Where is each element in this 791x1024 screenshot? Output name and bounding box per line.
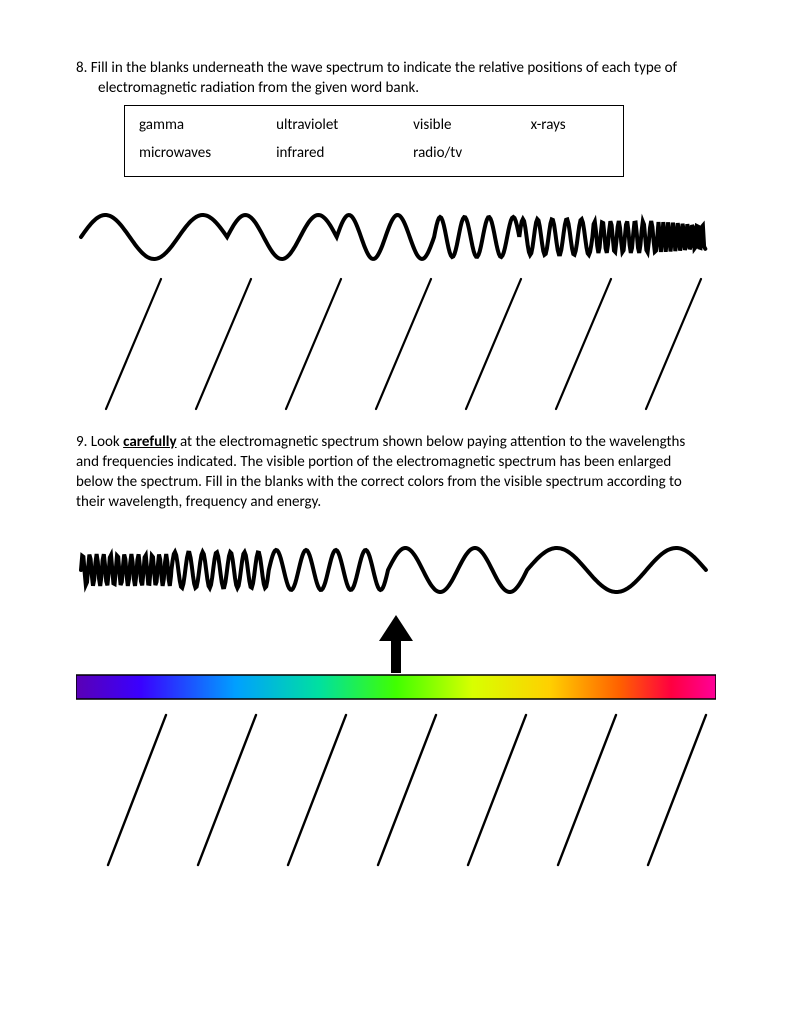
blank-line <box>556 279 611 409</box>
word-bank-cell: ultraviolet <box>276 116 413 134</box>
word-bank-cell: gamma <box>139 116 276 134</box>
q9-line-3: below the spectrum. Fill in the blanks w… <box>76 472 715 492</box>
q9-line-4: their wavelength, frequency and energy. <box>76 492 715 512</box>
word-bank-cell: radio/tv <box>413 144 531 162</box>
blank-line <box>286 279 341 409</box>
word-bank-row: microwaves infrared radio/tv <box>139 144 609 162</box>
q9-line-2: and frequencies indicated. The visible p… <box>76 452 715 472</box>
word-bank-row: gamma ultraviolet visible x-rays <box>139 116 609 134</box>
blank-line <box>108 715 166 865</box>
q9-wave-diagram <box>76 535 716 605</box>
worksheet-page: 8. Fill in the blanks underneath the wav… <box>0 0 791 1024</box>
word-bank-cell: x-rays <box>531 116 609 134</box>
wave-high-to-low-freq <box>81 548 706 592</box>
blank-line <box>288 715 346 865</box>
question-9-text: 9. Look carefully at the electromagnetic… <box>76 432 715 513</box>
blank-line <box>558 715 616 865</box>
blank-line <box>106 279 161 409</box>
word-bank-cell <box>531 144 609 162</box>
q9-line1-pre: 9. Look <box>76 433 123 451</box>
word-bank-cell: infrared <box>276 144 413 162</box>
blank-line <box>198 715 256 865</box>
q9-emphasis-carefully: carefully <box>123 433 176 451</box>
q9-blank-lines-diagram <box>76 705 716 880</box>
word-bank-cell: visible <box>413 116 531 134</box>
blank-line <box>466 279 521 409</box>
up-arrow-icon <box>379 615 413 673</box>
q9-blank-lines <box>108 715 706 865</box>
wave-low-to-high-freq <box>81 215 705 259</box>
blank-line <box>646 279 701 409</box>
q8-line-2: electromagnetic radiation from the given… <box>98 78 715 98</box>
q9-line1-post: at the electromagnetic spectrum shown be… <box>177 433 686 451</box>
question-8-text: 8. Fill in the blanks underneath the wav… <box>76 58 715 99</box>
blank-line <box>378 715 436 865</box>
blank-line <box>376 279 431 409</box>
q8-wave-diagram <box>76 197 716 422</box>
word-bank-box: gamma ultraviolet visible x-rays microwa… <box>124 105 624 177</box>
blank-line <box>468 715 526 865</box>
q8-blank-lines <box>106 279 701 409</box>
q9-arrow-and-spectrum <box>76 605 716 705</box>
blank-line <box>196 279 251 409</box>
word-bank-cell: microwaves <box>139 144 276 162</box>
blank-line <box>648 715 706 865</box>
q8-line-1: 8. Fill in the blanks underneath the wav… <box>76 58 715 78</box>
visible-spectrum-bar <box>76 675 716 699</box>
